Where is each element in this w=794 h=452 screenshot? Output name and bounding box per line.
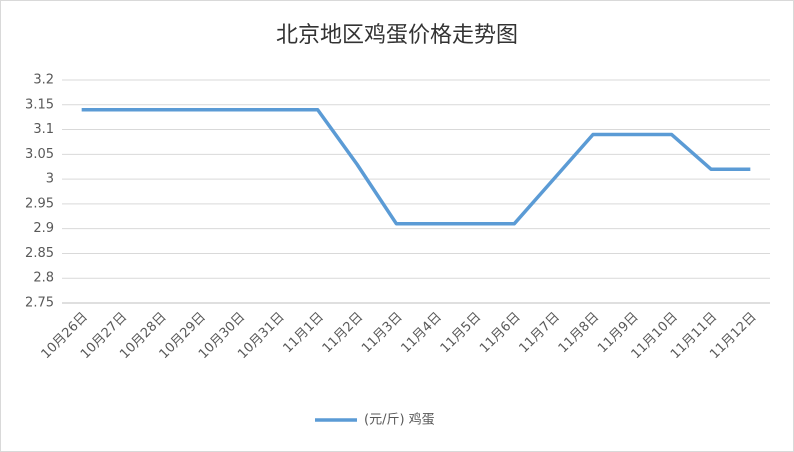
y-tick-label: 2.9 [33,221,54,236]
y-tick-label: 2.85 [25,246,54,261]
y-tick-label: 3.05 [25,147,54,162]
y-tick-label: 3.2 [33,73,54,88]
y-tick-label: 3.1 [33,122,54,137]
legend-label: (元/斤) 鸡蛋 [364,412,435,428]
y-tick-label: 2.95 [25,196,54,211]
y-tick-label: 2.8 [33,271,54,286]
line-series [81,107,751,226]
chart-title: 北京地区鸡蛋价格走势图 [276,23,518,48]
y-tick-label: 3.15 [25,97,54,112]
y-tick-label: 2.75 [25,296,54,311]
y-tick-label: 3 [46,172,54,187]
